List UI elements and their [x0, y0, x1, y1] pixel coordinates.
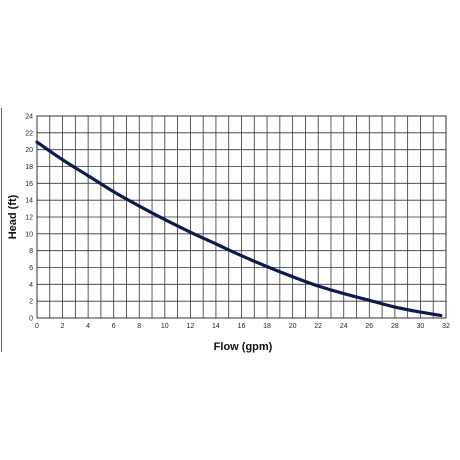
y-tick-label: 20: [25, 147, 33, 154]
y-tick-label: 8: [29, 248, 33, 255]
y-tick-label: 0: [29, 316, 33, 323]
y-tick-label: 12: [25, 215, 33, 222]
series-line: [35, 140, 443, 318]
y-tick-label: 10: [25, 231, 33, 238]
y-tick-label: 16: [25, 181, 33, 188]
y-tick-label: 18: [25, 164, 33, 171]
x-tick-label: 16: [238, 323, 246, 330]
x-tick-label: 8: [137, 323, 141, 330]
plot-area-border: [36, 115, 447, 319]
x-tick-label: 24: [340, 323, 348, 330]
y-tick-label: 22: [25, 130, 33, 137]
x-axis-ticks: 0 2 4 6 8 10 12 14 16 18 20 22 24 26 28 30 32: [35, 323, 450, 330]
y-tick-label: 6: [29, 265, 33, 272]
x-axis-label: Flow (gpm): [214, 341, 273, 353]
x-tick-label: 30: [417, 323, 425, 330]
y-axis-label: Head (ft): [7, 194, 19, 239]
series-layer: [35, 140, 443, 318]
y-tick-label: 24: [25, 114, 33, 121]
x-tick-label: 14: [212, 323, 220, 330]
x-tick-label: 2: [61, 323, 65, 330]
x-tick-label: 12: [186, 323, 194, 330]
x-tick-label: 22: [314, 323, 322, 330]
y-tick-label: 2: [29, 299, 33, 306]
x-tick-label: 6: [112, 323, 116, 330]
x-tick-label: 0: [35, 323, 39, 330]
x-tick-label: 18: [263, 323, 271, 330]
y-tick-label: 14: [25, 198, 33, 205]
x-tick-label: 4: [86, 323, 90, 330]
y-tick-label: 4: [29, 282, 33, 289]
x-tick-label: 26: [365, 323, 373, 330]
x-tick-label: 32: [442, 323, 450, 330]
x-tick-label: 28: [391, 323, 399, 330]
x-tick-label: 10: [161, 323, 169, 330]
x-tick-label: 20: [289, 323, 297, 330]
